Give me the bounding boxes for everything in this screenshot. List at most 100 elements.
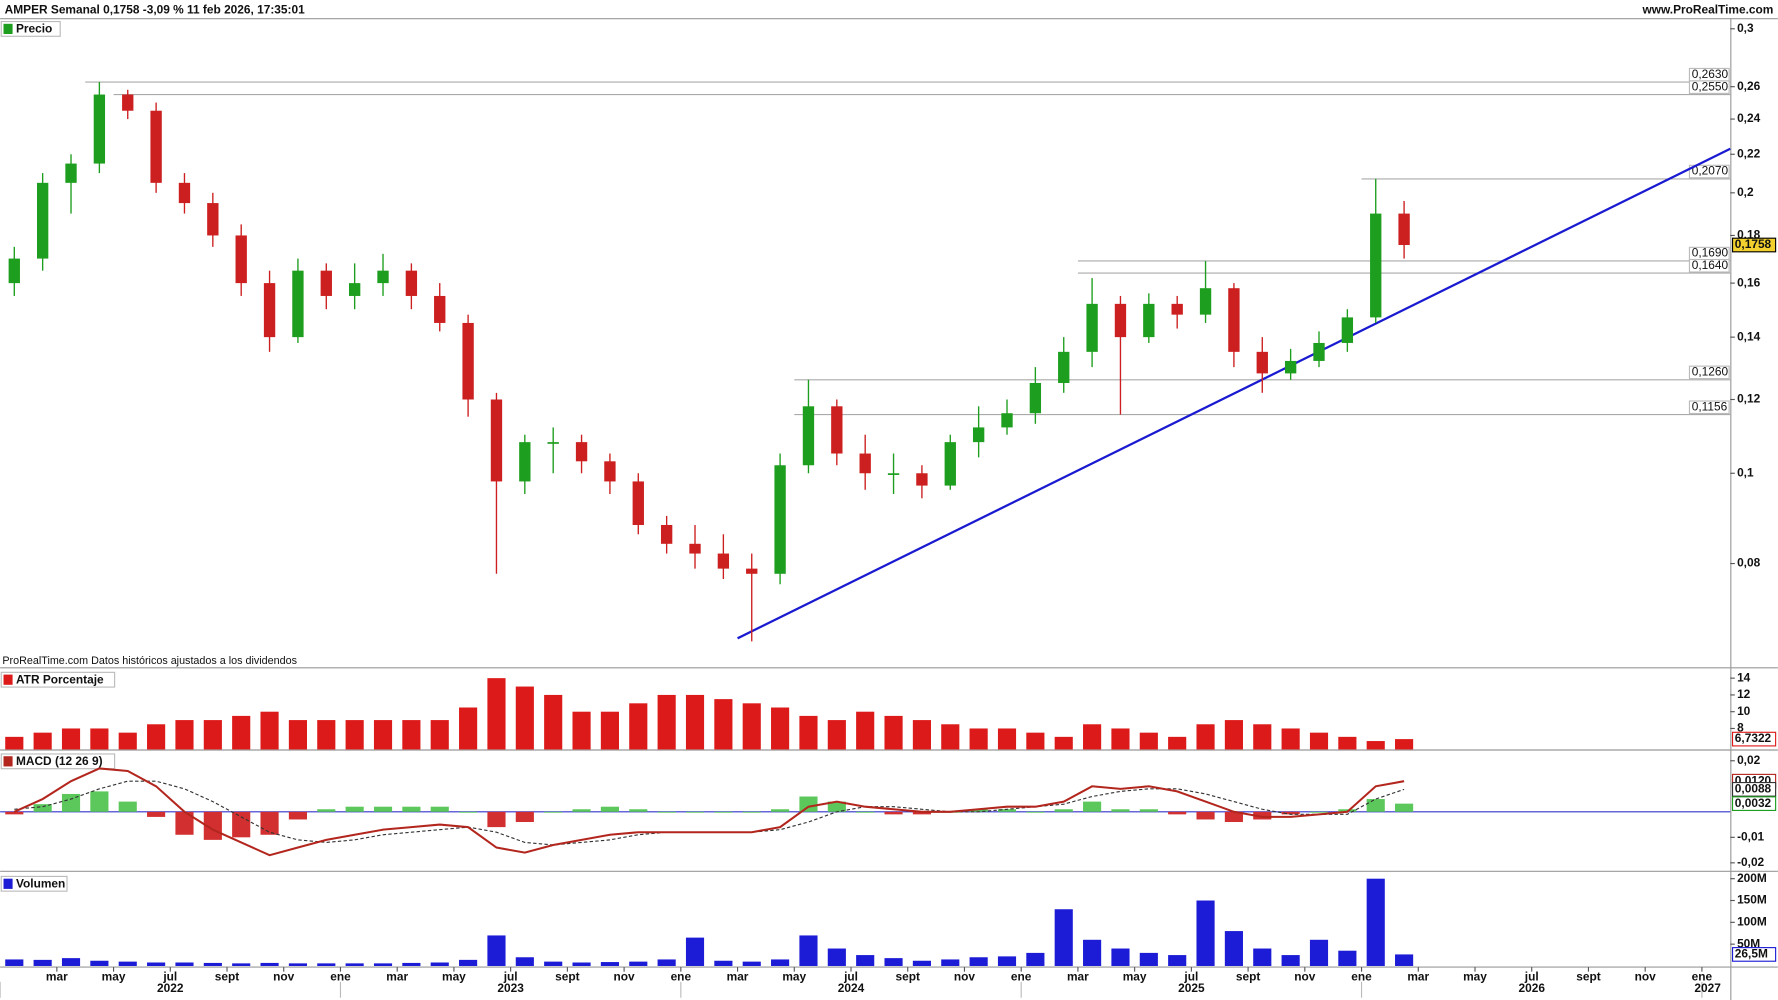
macd-histogram-bar: [90, 791, 109, 812]
x-tick-label: nov: [1635, 969, 1657, 983]
bar: [373, 963, 393, 966]
bar: [1309, 939, 1329, 966]
bar: [175, 962, 194, 966]
y-tick-label: 0,26: [1737, 79, 1761, 93]
x-tick-label: nov: [954, 969, 976, 983]
bar: [260, 962, 279, 966]
macd-histogram-bar: [1224, 811, 1243, 823]
candle-body: [1001, 413, 1013, 428]
bar: [1338, 950, 1357, 966]
bar: [714, 960, 733, 966]
bar: [912, 720, 931, 750]
x-tick-label: nov: [1294, 969, 1316, 983]
macd-histogram-bar: [884, 811, 903, 815]
macd-histogram-bar: [997, 809, 1017, 812]
y-tick-label: 0,08: [1737, 556, 1761, 570]
macd-histogram-bar: [714, 811, 733, 813]
bar: [969, 957, 988, 966]
level-label: 0,2630: [1692, 67, 1729, 81]
y-tick-label: 0,14: [1737, 329, 1761, 343]
macd-histogram-bar: [657, 811, 676, 813]
macd-line: [13, 767, 1405, 857]
candle-body: [1370, 213, 1382, 318]
candle-body: [1341, 317, 1354, 343]
y-tick-label: 50M: [1737, 936, 1760, 950]
bar: [884, 715, 903, 750]
legend-box: [0, 875, 68, 892]
bar: [402, 962, 421, 966]
bar: [657, 694, 676, 750]
bar: [33, 732, 52, 750]
last-value-label: 26,5M: [1735, 947, 1768, 961]
bar: [345, 963, 364, 966]
bar: [714, 699, 733, 750]
x-tick-label: jul: [1183, 969, 1198, 983]
bar: [997, 728, 1017, 750]
bar: [61, 728, 81, 750]
x-tick-label: jul: [503, 969, 518, 983]
y-tick-label: 0,02: [1737, 753, 1761, 767]
x-tick-label: nov: [273, 969, 295, 983]
year-label: 2022: [157, 981, 184, 995]
x-tick-label: may: [782, 969, 806, 983]
macd-histogram-bar: [317, 809, 336, 812]
last-value-box: [1731, 781, 1777, 797]
x-tick-label: mar: [386, 969, 408, 983]
x-tick-label: jul: [1524, 969, 1539, 983]
candle-body: [1058, 351, 1070, 383]
candle-body: [1199, 288, 1212, 315]
candle-body: [263, 283, 276, 338]
x-tick-label: sept: [1576, 969, 1600, 983]
macd-histogram-bar: [1083, 801, 1102, 812]
bar: [61, 958, 81, 966]
level-label: 0,2070: [1692, 164, 1729, 178]
bar: [544, 694, 563, 750]
x-tick-label: mar: [1067, 969, 1089, 983]
macd-histogram-bar: [856, 811, 875, 813]
macd-histogram-bar: [742, 811, 761, 813]
candle-body: [462, 322, 474, 400]
candle-body: [1114, 303, 1127, 338]
candle-body: [632, 481, 644, 525]
macd-histogram-bar: [1309, 811, 1329, 813]
bar: [969, 728, 988, 750]
bar: [685, 694, 705, 750]
legend-box: [0, 671, 116, 688]
bar: [1083, 724, 1102, 750]
candle-body: [1284, 360, 1297, 374]
macd-histogram-bar: [1054, 809, 1073, 812]
level-label: 0,1640: [1692, 258, 1729, 272]
bar: [799, 935, 818, 966]
y-tick-label: 200M: [1737, 871, 1767, 885]
candle-body: [774, 465, 786, 574]
candle-body: [93, 94, 106, 164]
bar: [799, 715, 818, 750]
bar: [827, 720, 846, 750]
level-box: [1688, 164, 1730, 179]
level-label: 0,1690: [1692, 246, 1729, 260]
x-tick-label: mar: [727, 969, 749, 983]
candle-body: [802, 406, 815, 466]
macd-histogram-bar: [600, 806, 619, 812]
candle-body: [660, 524, 673, 544]
candle-body: [831, 406, 843, 454]
candle-body: [604, 461, 616, 482]
data-note: ProRealTime.com Datos históricos ajustad…: [2, 655, 297, 667]
y-tick-label: 0,3: [1737, 21, 1754, 35]
x-tick-label: ene: [1351, 969, 1372, 983]
bar: [317, 963, 336, 966]
y-tick-label: -0,02: [1737, 855, 1764, 869]
bar: [572, 962, 591, 966]
candle-body: [235, 235, 247, 284]
bar: [1026, 732, 1045, 750]
y-tick-label: 0,2: [1737, 185, 1754, 199]
y-tick-label: 12: [1737, 687, 1751, 701]
bar: [487, 935, 506, 966]
bar: [1139, 952, 1158, 966]
bar: [600, 711, 619, 750]
x-tick-label: jul: [843, 969, 858, 983]
bar: [1395, 954, 1414, 966]
bar: [544, 961, 563, 966]
candle-body: [944, 442, 956, 486]
bar: [771, 959, 790, 966]
